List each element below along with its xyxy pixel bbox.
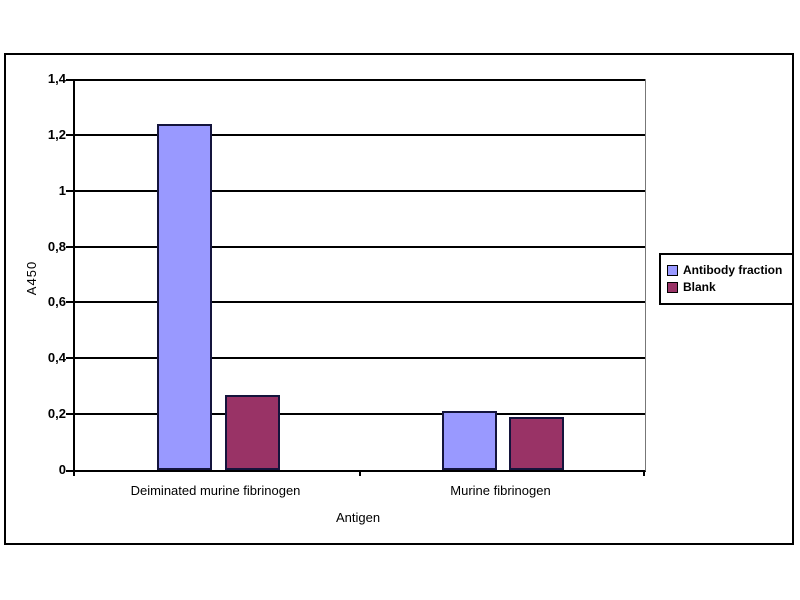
y-axis-tick: [66, 189, 75, 192]
gridline: [75, 245, 645, 248]
bar-blank-deiminated: [225, 394, 280, 470]
y-axis-tick: [66, 470, 75, 472]
legend-label: Blank: [683, 280, 716, 294]
y-tick-label: 0,2: [47, 406, 66, 421]
x-axis-title: Antigen: [335, 510, 381, 525]
y-tick-label: 1,4: [47, 71, 66, 86]
gridline: [75, 301, 645, 304]
y-axis-tick: [66, 245, 75, 248]
bar-antibody-fraction-murine: [442, 411, 497, 470]
y-axis-title: A450: [24, 260, 39, 296]
legend-item-antibody-fraction: Antibody fraction: [667, 263, 786, 277]
y-axis-tick: [66, 413, 75, 416]
y-axis-tick: [66, 79, 75, 81]
y-tick-label: 0,8: [47, 239, 66, 254]
y-tick-label: 0,6: [47, 294, 66, 309]
y-axis-tick: [66, 301, 75, 304]
bar-antibody-fraction-deiminated: [157, 123, 212, 470]
legend-swatch-antibody-fraction: [667, 264, 678, 276]
x-axis-tick: [643, 470, 645, 476]
y-tick-label: 0: [58, 462, 66, 477]
plot-area: [66, 79, 646, 476]
category-label-deiminated: Deiminated murine fibrinogen: [130, 483, 301, 498]
category-label-murine: Murine fibrinogen: [450, 483, 551, 498]
y-axis-tick: [66, 133, 75, 136]
legend: Antibody fraction Blank: [659, 253, 794, 305]
y-axis-tick: [66, 357, 75, 360]
y-tick-label: 1,2: [47, 127, 66, 142]
gridline: [75, 189, 645, 192]
bar-blank-murine: [509, 416, 564, 470]
legend-item-blank: Blank: [667, 280, 786, 294]
x-axis-tick: [359, 470, 361, 476]
y-tick-label: 0,4: [47, 350, 66, 365]
gridline: [75, 413, 645, 416]
legend-swatch-blank: [667, 281, 678, 293]
gridline: [75, 133, 645, 136]
x-axis-tick: [73, 470, 75, 476]
legend-label: Antibody fraction: [683, 263, 783, 277]
gridline: [75, 79, 645, 81]
y-tick-label: 1: [58, 183, 66, 198]
gridline: [75, 357, 645, 360]
